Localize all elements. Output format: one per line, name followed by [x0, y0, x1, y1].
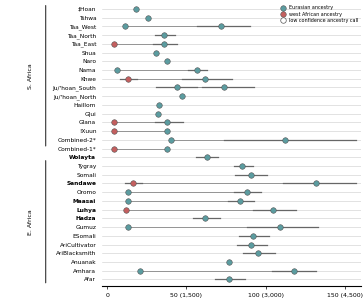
Text: E. Africa: E. Africa: [28, 209, 33, 234]
Legend: Eurasian ancestry, west African ancestry, low confidence ancestry call: Eurasian ancestry, west African ancestry…: [278, 5, 358, 23]
Text: S. Africa: S. Africa: [28, 63, 33, 88]
